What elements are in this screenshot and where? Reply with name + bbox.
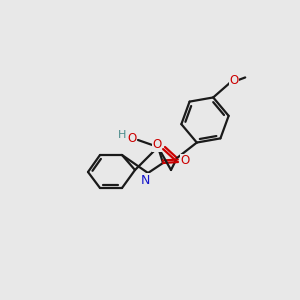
Text: O: O: [230, 74, 239, 87]
Text: O: O: [180, 154, 190, 167]
Text: H: H: [118, 130, 126, 140]
Text: O: O: [152, 139, 162, 152]
Text: O: O: [128, 131, 136, 145]
Text: N: N: [140, 173, 150, 187]
